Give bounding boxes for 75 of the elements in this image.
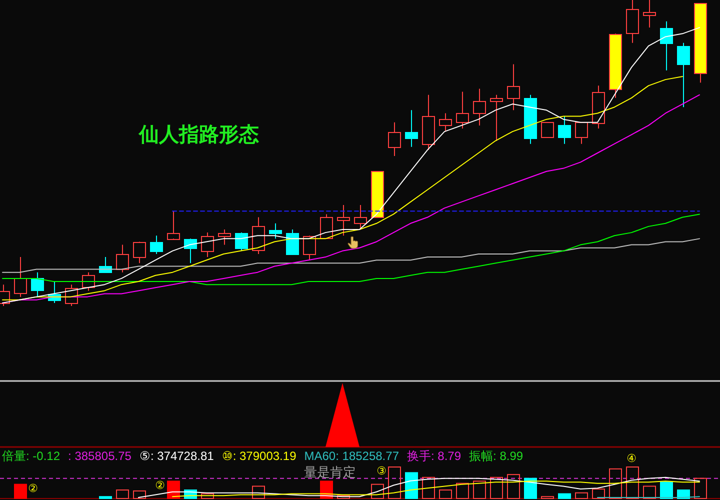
candlestick: [354, 204, 367, 230]
annotation: ②: [155, 479, 166, 492]
candlestick: [660, 20, 673, 71]
candlestick: [320, 214, 333, 240]
candlestick: [473, 88, 486, 126]
candlestick: [269, 222, 282, 240]
annotation: ③: [376, 464, 387, 478]
bar: [405, 472, 418, 499]
text: ④: [626, 452, 637, 466]
bar: [558, 493, 571, 499]
bar: [592, 488, 605, 499]
bar: [575, 492, 588, 499]
candlestick: [31, 272, 44, 298]
candlestick: [116, 244, 129, 273]
bar: [371, 484, 384, 499]
candlestick: [337, 204, 350, 236]
bar: [490, 476, 503, 499]
candlestick: [677, 42, 690, 108]
candlestick: [422, 94, 435, 150]
text: : 385805.75: [68, 449, 132, 463]
bar: [422, 476, 435, 499]
candlestick: [439, 112, 452, 132]
bar: [252, 486, 265, 499]
candlestick: [167, 210, 180, 240]
bar: [473, 480, 486, 499]
bar: [388, 466, 401, 499]
candlestick: [405, 110, 418, 148]
candlestick: [541, 122, 554, 138]
candlestick: [252, 216, 265, 254]
candlestick: [371, 170, 384, 218]
bar: [167, 480, 180, 499]
text: 换手: 8.79: [407, 449, 462, 463]
bar: [609, 468, 622, 499]
candlestick: [303, 235, 316, 261]
text: MA60: 185258.77: [304, 449, 400, 463]
candlestick: [609, 33, 622, 98]
candlestick: [14, 256, 27, 298]
candlestick: [558, 116, 571, 144]
candlestick: [150, 235, 163, 254]
bar: [524, 478, 537, 499]
text: 振幅: 8.99: [469, 449, 524, 463]
bar: [133, 490, 146, 499]
candlestick: [201, 232, 214, 258]
bar: [456, 482, 469, 499]
annotation: 仙人指路形态: [138, 122, 259, 146]
bar: [626, 466, 639, 499]
candlestick: [388, 122, 401, 157]
candlestick: [133, 241, 146, 264]
candlestick: [694, 2, 707, 84]
text: 倍量: -0.12: [2, 449, 60, 463]
candlestick: [592, 85, 605, 130]
bar: [541, 496, 554, 499]
candlestick: [490, 94, 503, 142]
bar: [439, 489, 452, 499]
text: ⑩: 379003.19: [222, 449, 297, 463]
candlestick: [643, 0, 656, 28]
candlestick: [456, 91, 469, 130]
bar: [116, 489, 129, 499]
bar: [507, 474, 520, 499]
candlestick: [575, 122, 588, 144]
bar: [643, 486, 656, 499]
candlestick: [286, 229, 299, 255]
candlestick: [524, 94, 537, 144]
bar: [201, 493, 214, 499]
text: ⑤: 374728.81: [139, 449, 214, 463]
candlestick: [626, 0, 639, 44]
candlestick: [218, 229, 231, 246]
bar: [694, 478, 707, 499]
ref-line-label: 量是肯定: [304, 465, 356, 480]
bar: [337, 495, 350, 499]
candlestick: [507, 64, 520, 111]
bar: [14, 484, 27, 499]
annotation: ②: [28, 482, 38, 496]
bar: [660, 482, 673, 499]
candlestick: [235, 232, 248, 252]
